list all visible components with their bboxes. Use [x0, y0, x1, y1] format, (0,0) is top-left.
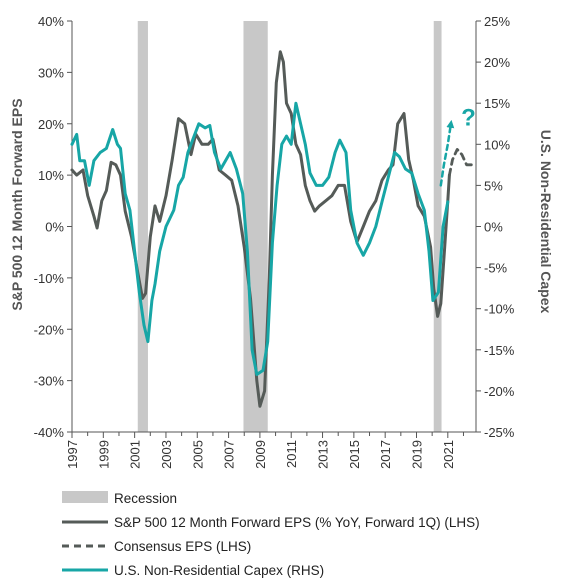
right-tick-label: -20%: [484, 384, 515, 399]
right-tick-label: -10%: [484, 302, 515, 317]
right-tick-label: 5%: [484, 178, 503, 193]
legend-label: Consensus EPS (LHS): [114, 539, 251, 554]
left-tick-label: -40%: [34, 425, 65, 440]
right-axis-title: U.S. Non-Residential Capex: [538, 130, 554, 314]
x-tick-label: 2001: [128, 440, 143, 469]
right-tick-label: 25%: [484, 14, 510, 29]
x-tick-label: 2019: [409, 440, 424, 469]
left-tick-label: 0%: [45, 220, 64, 235]
recession-band: [137, 21, 148, 432]
recession-band: [433, 21, 442, 432]
x-tick-label: 2015: [347, 440, 362, 469]
left-tick-label: 10%: [38, 168, 64, 183]
right-tick-label: 15%: [484, 96, 510, 111]
series-line-capex-projection: [439, 119, 455, 187]
legend-label: S&P 500 12 Month Forward EPS (% YoY, For…: [114, 515, 480, 530]
x-tick-label: 2009: [253, 440, 268, 469]
legend: Recession S&P 500 12 Month Forward EPS (%…: [62, 491, 480, 578]
left-tick-label: -20%: [34, 322, 65, 337]
legend-label: Recession: [114, 491, 177, 506]
right-tick-label: 10%: [484, 137, 510, 152]
legend-swatch-recession: [62, 491, 108, 503]
x-tick-label: 2021: [441, 440, 456, 469]
left-axis-title: S&P 500 12 Month Forward EPS: [9, 98, 25, 310]
x-tick-label: 2017: [378, 440, 393, 469]
annotation-question-mark: ?: [461, 104, 476, 131]
x-tick-label: 2003: [159, 440, 174, 469]
legend-label: U.S. Non-Residential Capex (RHS): [114, 563, 324, 578]
left-tick-label: -30%: [34, 374, 65, 389]
left-tick-label: 30%: [38, 65, 64, 80]
right-tick-label: 20%: [484, 55, 510, 70]
left-tick-label: -10%: [34, 271, 65, 286]
x-tick-label: 1999: [96, 440, 111, 469]
x-tick-label: 2007: [222, 440, 237, 469]
series-lines: [70, 50, 475, 408]
x-tick-label: 2005: [190, 440, 205, 469]
x-tick-label: 2011: [284, 440, 299, 468]
left-tick-label: 20%: [38, 117, 64, 132]
x-tick-label: 2013: [316, 440, 331, 469]
right-tick-label: 0%: [484, 220, 503, 235]
series-line-capex: [70, 101, 450, 376]
right-tick-label: -25%: [484, 425, 515, 440]
x-tick-label: 1997: [65, 440, 80, 469]
right-tick-label: -15%: [484, 343, 515, 358]
annotation: ?: [461, 104, 476, 131]
series-line-consensus-eps: [448, 148, 475, 177]
axes: 40% 30% 20% 10% 0% -10% -20% -30% -40% 25% 20% 15% 1…: [9, 14, 554, 469]
recession-bands: [137, 21, 442, 432]
left-tick-label: 40%: [38, 14, 64, 29]
right-tick-label: -5%: [484, 261, 508, 276]
